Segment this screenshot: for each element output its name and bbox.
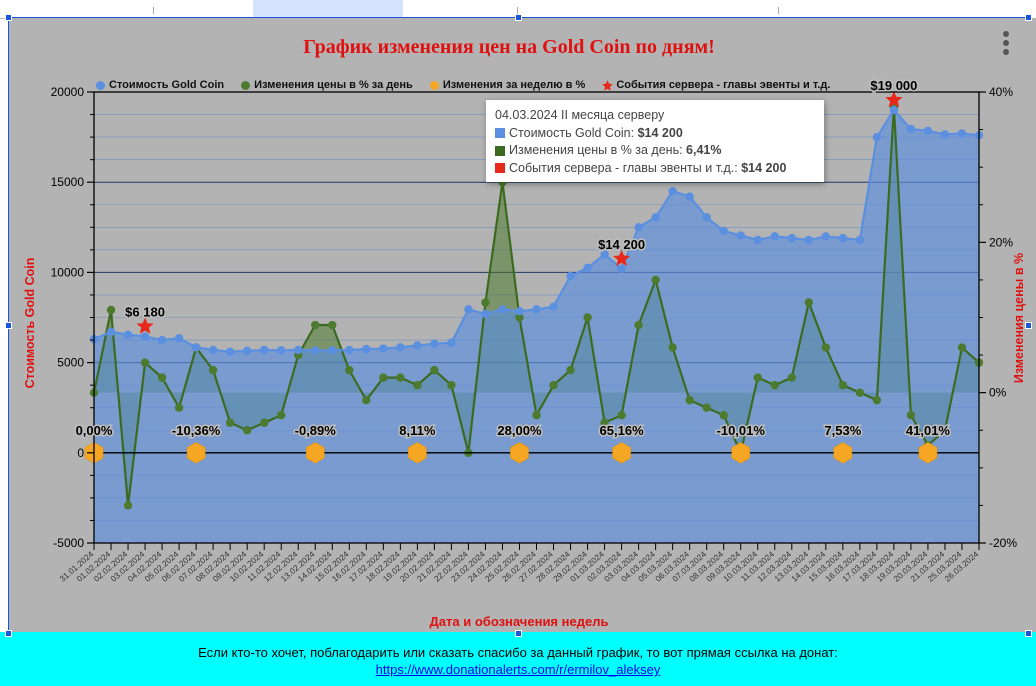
svg-text:0%: 0% bbox=[989, 386, 1007, 400]
svg-text:-10,01%: -10,01% bbox=[717, 423, 766, 438]
svg-text:7,53%: 7,53% bbox=[824, 423, 861, 438]
svg-text:-20%: -20% bbox=[989, 536, 1017, 550]
svg-text:-10,36%: -10,36% bbox=[172, 423, 221, 438]
svg-text:0: 0 bbox=[77, 446, 84, 460]
svg-text:8,11%: 8,11% bbox=[399, 423, 436, 438]
svg-text:0,00%: 0,00% bbox=[76, 423, 113, 438]
svg-text:$14 200: $14 200 bbox=[598, 237, 645, 252]
svg-text:10000: 10000 bbox=[51, 265, 85, 279]
svg-text:28,00%: 28,00% bbox=[497, 423, 542, 438]
svg-text:$6 180: $6 180 bbox=[125, 304, 165, 319]
svg-text:15000: 15000 bbox=[51, 175, 85, 189]
svg-text:-5000: -5000 bbox=[53, 536, 84, 550]
svg-text:20000: 20000 bbox=[51, 85, 85, 99]
svg-text:41,01%: 41,01% bbox=[906, 423, 951, 438]
svg-text:20%: 20% bbox=[989, 235, 1013, 249]
svg-text:-0,89%: -0,89% bbox=[295, 423, 337, 438]
svg-text:5000: 5000 bbox=[57, 356, 84, 370]
svg-text:65,16%: 65,16% bbox=[600, 423, 645, 438]
